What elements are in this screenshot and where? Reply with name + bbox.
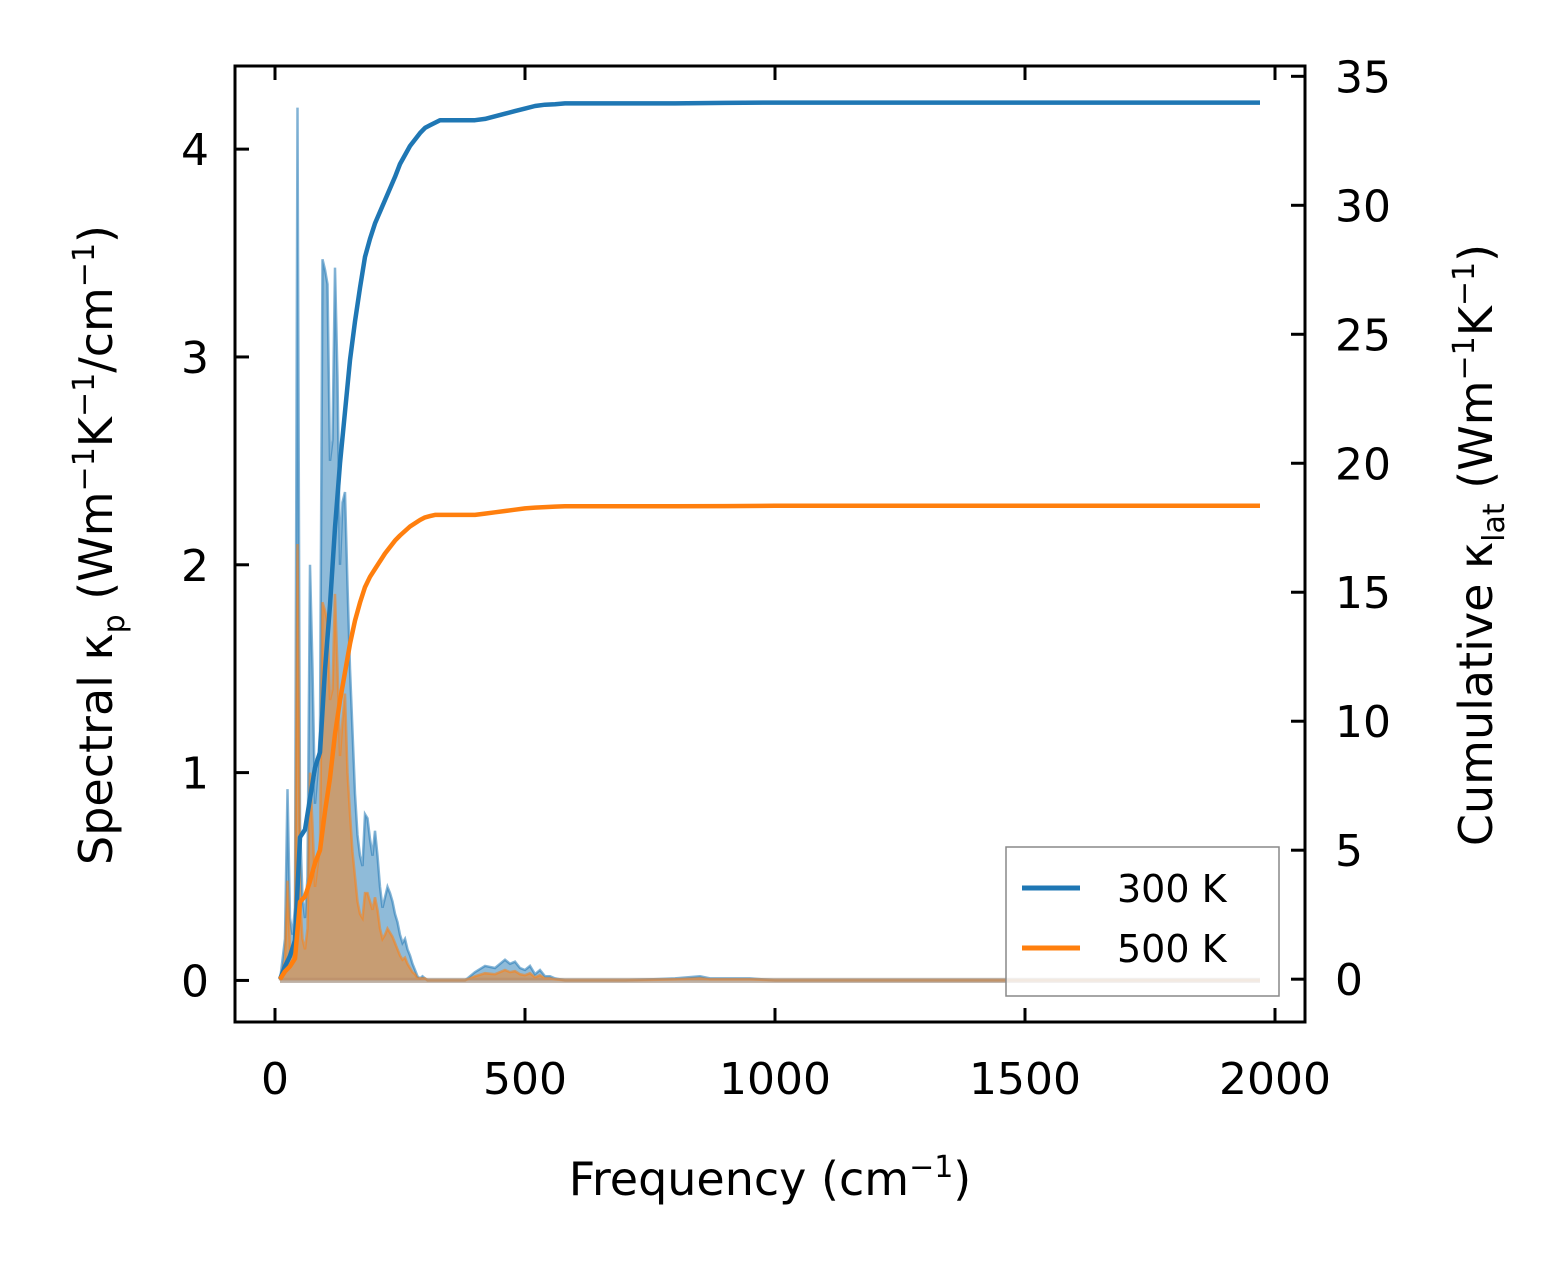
- y-axis-label-right: Cumulative κlat (Wm−1K−1): [1447, 244, 1512, 846]
- cumulative-line-300k: [277, 100, 1260, 981]
- y-tick-label-left: 4: [181, 125, 209, 176]
- y-tick-label-left: 1: [181, 749, 209, 800]
- y-tick-label-right: 35: [1335, 52, 1391, 103]
- y-tick-label-right: 20: [1335, 439, 1391, 490]
- y-tick-label-right: 5: [1335, 826, 1363, 877]
- cumulative-line-layer: [277, 100, 1260, 981]
- legend-label-300k: 300 K: [1117, 867, 1228, 911]
- cumulative-line-500k: [278, 503, 1260, 981]
- x-axis-label: Frequency (cm−1): [569, 1150, 972, 1206]
- plot-frame: [233, 64, 1307, 1024]
- x-tick-label: 1000: [719, 1054, 831, 1105]
- y-tick-label-left: 0: [181, 956, 209, 1007]
- spectral-line-300k: [278, 107, 1260, 982]
- legend: 300 K 500 K: [1005, 846, 1280, 997]
- legend-label-500k: 500 K: [1117, 927, 1228, 971]
- x-tick-label: 0: [261, 1054, 289, 1105]
- y-tick-label-right: 10: [1335, 697, 1391, 748]
- y-tick-label-right: 15: [1335, 568, 1391, 619]
- spectral-line-500k: [278, 543, 1260, 982]
- legend-box: [1005, 846, 1280, 997]
- y-axis-label-left: Spectral κp (Wm−1K−1/cm−1): [67, 225, 132, 865]
- y-tick-label-left: 3: [181, 333, 209, 384]
- y-tick-label-right: 30: [1335, 181, 1391, 232]
- y-tick-label-right: 25: [1335, 310, 1391, 361]
- y-tick-label-right: 0: [1335, 955, 1363, 1006]
- x-tick-label: 1500: [969, 1054, 1081, 1105]
- y-tick-label-left: 2: [181, 541, 209, 592]
- spectral-fill-500k: [280, 544, 1260, 981]
- spectral-fill-300k: [280, 107, 1260, 981]
- x-tick-label: 2000: [1219, 1054, 1331, 1105]
- x-tick-label: 500: [483, 1054, 567, 1105]
